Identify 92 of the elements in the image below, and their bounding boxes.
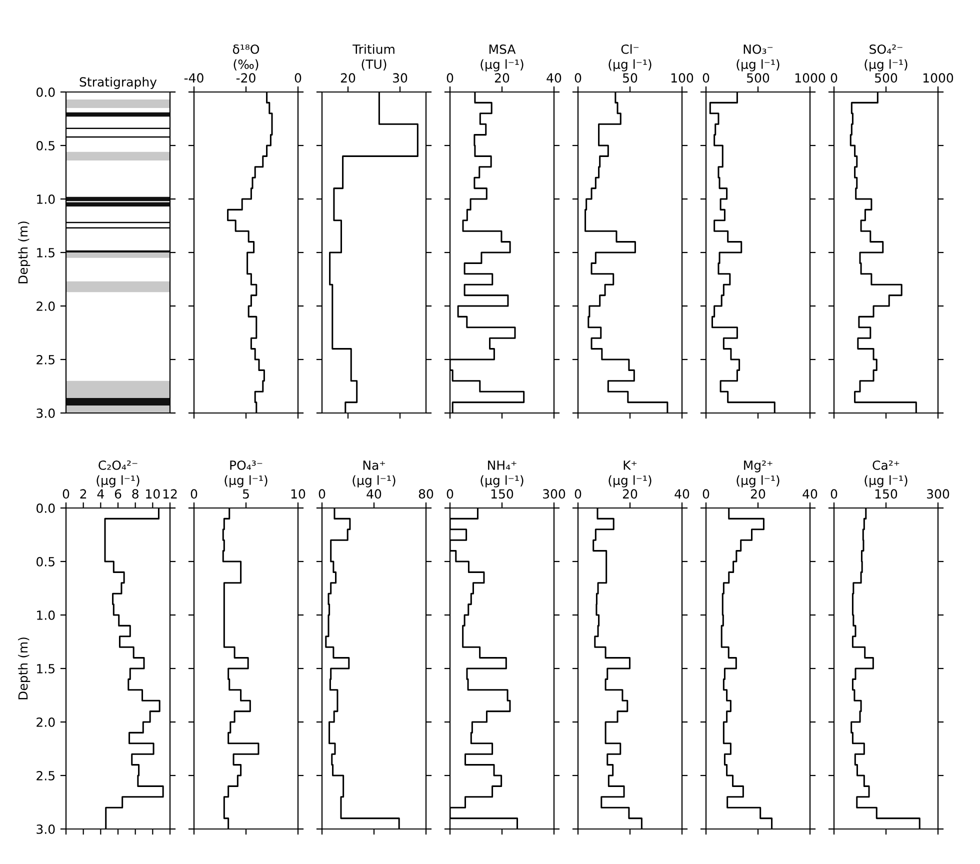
x-axis-title: (TU) bbox=[362, 59, 386, 70]
chart-title: Cl⁻ bbox=[621, 44, 639, 54]
x-tick-label: 0 bbox=[190, 489, 198, 499]
chart-title: Tritium bbox=[352, 44, 394, 54]
chart-title: NO₃⁻ bbox=[744, 44, 773, 54]
x-tick-label: 0 bbox=[318, 489, 326, 499]
x-axis-title: (μg l⁻¹) bbox=[608, 475, 652, 488]
x-tick-label: 0 bbox=[294, 73, 302, 83]
chart-title: δ¹⁸O bbox=[232, 44, 260, 54]
y-tick-label: 2.0 bbox=[36, 717, 55, 727]
y-tick-label: 1.5 bbox=[37, 248, 54, 258]
x-axis-title: (μg l⁻¹) bbox=[608, 59, 652, 72]
chart-title: PO₄³⁻ bbox=[230, 460, 262, 470]
x-axis-title: (μg l⁻¹) bbox=[480, 475, 524, 488]
y-tick-label: 2.5 bbox=[36, 354, 54, 364]
x-tick-label: 5 bbox=[242, 489, 249, 499]
x-axis-title: (μg l⁻¹) bbox=[864, 59, 908, 72]
x-tick-label: -20 bbox=[236, 73, 256, 83]
x-tick-label: 1000 bbox=[923, 73, 954, 83]
chart-title: Ca²⁺ bbox=[872, 460, 900, 470]
y-tick-label: 0.0 bbox=[36, 503, 55, 513]
x-tick-label: 500 bbox=[875, 73, 898, 83]
chart-title: Na⁺ bbox=[363, 460, 385, 470]
x-tick-label: 1000 bbox=[795, 73, 826, 83]
x-tick-label: 12 bbox=[163, 489, 177, 498]
x-axis-title: (μg l⁻¹) bbox=[864, 475, 908, 488]
x-tick-label: 0 bbox=[702, 489, 710, 499]
y-tick-label: 0.5 bbox=[36, 556, 54, 566]
x-axis-title: (μg l⁻¹) bbox=[352, 475, 396, 488]
x-axis-title: (μg l⁻¹) bbox=[736, 59, 780, 72]
x-tick-label: 8 bbox=[132, 489, 138, 499]
bar bbox=[66, 112, 170, 117]
x-tick-label: 20 bbox=[494, 73, 510, 83]
x-tick-label: 40 bbox=[802, 489, 818, 499]
x-tick-label: 0 bbox=[446, 489, 454, 499]
x-axis-title: (μg l⁻¹) bbox=[96, 475, 140, 488]
x-tick-label: 20 bbox=[622, 489, 638, 499]
x-tick-label: 150 bbox=[491, 489, 514, 499]
y-tick-label: 2.5 bbox=[36, 770, 54, 780]
x-tick-label: 80 bbox=[418, 489, 434, 499]
x-tick-label: 0 bbox=[702, 73, 710, 83]
x-axis-title: (μg l⁻¹) bbox=[736, 475, 780, 488]
chart-title: Mg²⁺ bbox=[744, 460, 772, 472]
x-tick-label: 4 bbox=[97, 489, 104, 498]
x-tick-label: 40 bbox=[674, 489, 690, 499]
x-tick-label: 0 bbox=[830, 489, 838, 499]
chart-title: C₂O₄²⁻ bbox=[98, 460, 138, 470]
x-tick-label: 6 bbox=[114, 489, 122, 499]
x-tick-label: 300 bbox=[543, 489, 566, 499]
x-tick-label: 0 bbox=[62, 489, 70, 499]
chart-title: MSA bbox=[489, 44, 516, 54]
y-axis-title: Depth (m) bbox=[18, 222, 30, 284]
x-tick-label: 2 bbox=[80, 489, 86, 498]
x-tick-label: 0 bbox=[574, 73, 582, 83]
x-tick-label: 150 bbox=[875, 489, 898, 499]
x-tick-label: -40 bbox=[184, 73, 204, 83]
chart-title: NH₄⁺ bbox=[488, 460, 516, 470]
x-tick-label: 20 bbox=[340, 73, 356, 83]
x-axis-title: (μg l⁻¹) bbox=[480, 59, 524, 72]
chart-title: K⁺ bbox=[624, 460, 637, 470]
y-tick-label: 1.0 bbox=[37, 194, 55, 204]
x-tick-label: 40 bbox=[546, 73, 562, 83]
y-tick-label: 1.0 bbox=[37, 610, 55, 620]
x-tick-label: 20 bbox=[750, 489, 766, 499]
chart-title: SO₄²⁻ bbox=[870, 44, 902, 54]
y-tick-label: 0.5 bbox=[36, 140, 54, 150]
y-tick-label: 0.0 bbox=[36, 87, 55, 97]
x-tick-label: 10 bbox=[291, 489, 306, 499]
x-tick-label: 0 bbox=[830, 73, 838, 83]
x-tick-label: 100 bbox=[671, 73, 694, 83]
y-axis-title: Depth (m) bbox=[18, 638, 30, 700]
y-tick-label: 3.0 bbox=[36, 408, 55, 418]
bar bbox=[66, 252, 170, 258]
x-tick-label: 0 bbox=[446, 73, 454, 83]
x-tick-label: 30 bbox=[393, 73, 408, 83]
bar bbox=[66, 152, 170, 160]
bar bbox=[66, 380, 170, 398]
x-tick-label: 40 bbox=[366, 489, 382, 499]
y-tick-label: 1.5 bbox=[37, 664, 54, 674]
bar bbox=[66, 398, 170, 406]
y-tick-label: 2.0 bbox=[36, 301, 55, 311]
x-tick-label: 50 bbox=[623, 73, 638, 83]
x-axis-title: (μg l⁻¹) bbox=[224, 475, 268, 488]
x-tick-label: 500 bbox=[747, 73, 770, 83]
bar bbox=[66, 281, 170, 292]
y-tick-label: 3.0 bbox=[36, 824, 55, 834]
x-tick-label: 300 bbox=[927, 489, 950, 499]
bar bbox=[66, 99, 170, 108]
chart-title: Stratigraphy bbox=[80, 76, 157, 90]
x-axis-title: (‰) bbox=[234, 59, 258, 70]
x-tick-label: 10 bbox=[146, 489, 160, 499]
x-tick-label: 0 bbox=[574, 489, 582, 499]
